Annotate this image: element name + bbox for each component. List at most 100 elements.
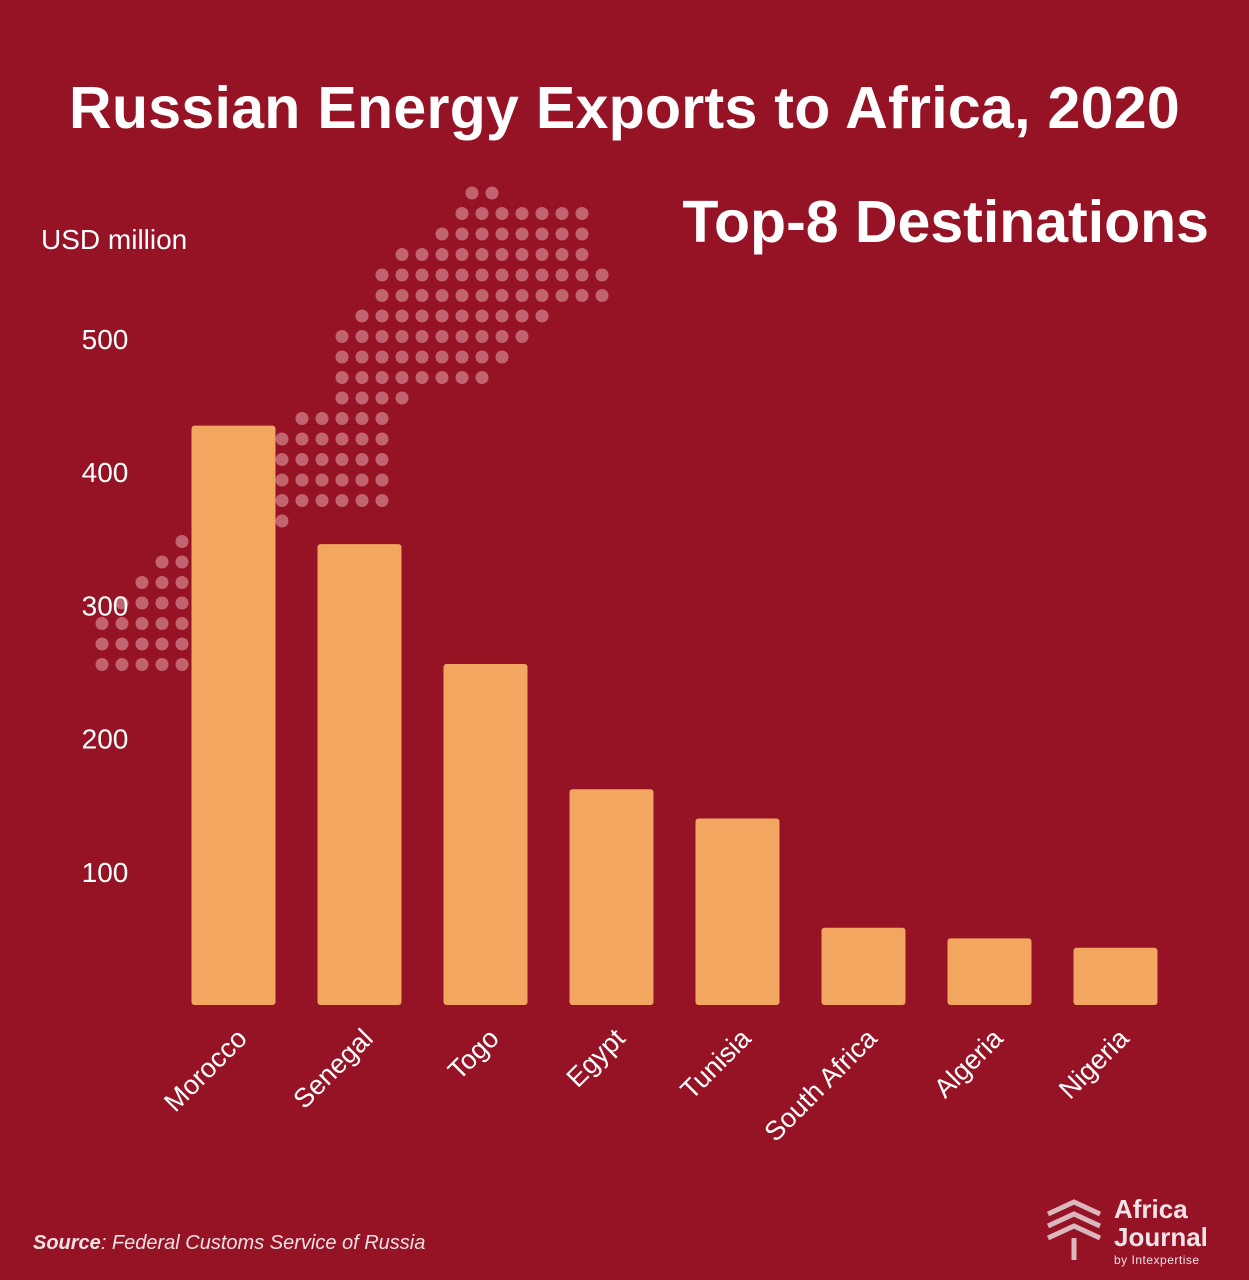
- map-dot: [435, 268, 449, 282]
- map-dot: [595, 289, 609, 302]
- source-text: : Federal Customs Service of Russia: [100, 1232, 426, 1254]
- map-dot: [395, 330, 409, 343]
- map-dot: [415, 309, 429, 323]
- chart-subtitle: Top-8 Destinations: [682, 189, 1209, 255]
- map-dot: [315, 412, 329, 425]
- map-dot: [355, 432, 369, 446]
- map-dot: [335, 412, 349, 425]
- map-dot: [475, 350, 489, 364]
- map-dot: [455, 309, 469, 323]
- africa-journal-logo: Africa Journal by Intexpertise: [1044, 1196, 1224, 1268]
- map-dot: [175, 535, 189, 548]
- map-dot: [275, 494, 289, 507]
- x-tick-label: South Africa: [759, 1022, 884, 1147]
- map-dot: [395, 350, 409, 364]
- map-dot: [455, 268, 469, 282]
- map-dot: [335, 453, 349, 466]
- map-dot: [355, 309, 369, 323]
- map-dot: [315, 432, 329, 446]
- map-dot: [355, 412, 369, 425]
- map-dot: [455, 207, 469, 220]
- chart-title: Russian Energy Exports to Africa, 2020: [69, 75, 1180, 141]
- map-dot: [375, 494, 389, 507]
- map-dot: [415, 268, 429, 282]
- map-dot: [535, 248, 549, 261]
- map-dot: [415, 330, 429, 343]
- map-dot: [455, 330, 469, 343]
- map-dot: [455, 289, 469, 302]
- map-dot: [415, 248, 429, 261]
- map-dot: [335, 432, 349, 446]
- map-dot: [335, 473, 349, 487]
- map-dot: [415, 350, 429, 364]
- y-axis-ticks: 100 200 300 400 500: [82, 324, 129, 888]
- map-dot: [135, 596, 149, 610]
- x-tick-label: Togo: [442, 1023, 505, 1086]
- source-note: Source: Federal Customs Service of Russi…: [33, 1232, 425, 1255]
- logo-line-journal: Journal: [1114, 1222, 1208, 1252]
- map-dot: [295, 494, 309, 507]
- map-dot: [395, 289, 409, 302]
- map-dot: [355, 350, 369, 364]
- map-dot: [475, 248, 489, 261]
- map-dot: [275, 453, 289, 466]
- map-dot: [475, 207, 489, 220]
- map-dot: [515, 207, 529, 220]
- map-dot: [335, 350, 349, 364]
- map-dot: [375, 289, 389, 302]
- africa-map-dots: [95, 186, 609, 671]
- source-label: Source: [33, 1232, 101, 1254]
- map-dot: [395, 268, 409, 282]
- map-dot: [295, 473, 309, 487]
- map-dot: [155, 637, 169, 651]
- map-dot: [415, 371, 429, 384]
- map-dot: [395, 248, 409, 261]
- map-dot: [475, 330, 489, 343]
- map-dot: [535, 289, 549, 302]
- map-dot: [295, 453, 309, 466]
- map-dot: [435, 227, 449, 241]
- map-dot: [455, 371, 469, 384]
- map-dot: [415, 289, 429, 302]
- map-dot: [535, 309, 549, 323]
- x-axis-labels: Morocco Senegal Togo Egypt Tunisia South Afri…: [158, 1022, 1135, 1147]
- map-dot: [495, 268, 509, 282]
- map-dot: [535, 207, 549, 220]
- map-dot: [95, 617, 109, 630]
- map-dot: [575, 207, 589, 220]
- map-dot: [575, 268, 589, 282]
- map-dot: [555, 248, 569, 261]
- map-dot: [465, 186, 479, 200]
- y-tick-label: 500: [82, 324, 129, 355]
- map-dot: [555, 289, 569, 302]
- map-dot: [555, 227, 569, 241]
- map-dot: [315, 494, 329, 507]
- y-tick-label: 100: [82, 857, 129, 888]
- logo-text: Africa Journal by Intexpertise: [1114, 1196, 1208, 1266]
- map-dot: [155, 555, 169, 569]
- x-tick-label: Morocco: [158, 1023, 252, 1117]
- map-dot: [515, 268, 529, 282]
- map-dot: [555, 268, 569, 282]
- x-tick-label: Tunisia: [675, 1022, 758, 1105]
- map-dot: [515, 309, 529, 323]
- map-dot: [375, 412, 389, 425]
- map-dot: [495, 309, 509, 323]
- map-dot: [495, 350, 509, 364]
- map-dot: [115, 596, 129, 610]
- map-dot: [555, 207, 569, 220]
- map-dot: [335, 494, 349, 507]
- map-dot: [155, 596, 169, 610]
- bar-egypt: [569, 789, 654, 1005]
- map-dot: [355, 473, 369, 487]
- map-dot: [295, 432, 309, 446]
- map-dot: [115, 658, 129, 671]
- map-dot: [455, 350, 469, 364]
- map-dot: [375, 309, 389, 323]
- map-dot: [435, 330, 449, 343]
- map-dot: [475, 227, 489, 241]
- map-dot: [435, 309, 449, 323]
- logo-line-africa: Africa: [1114, 1194, 1188, 1224]
- map-dot: [395, 309, 409, 323]
